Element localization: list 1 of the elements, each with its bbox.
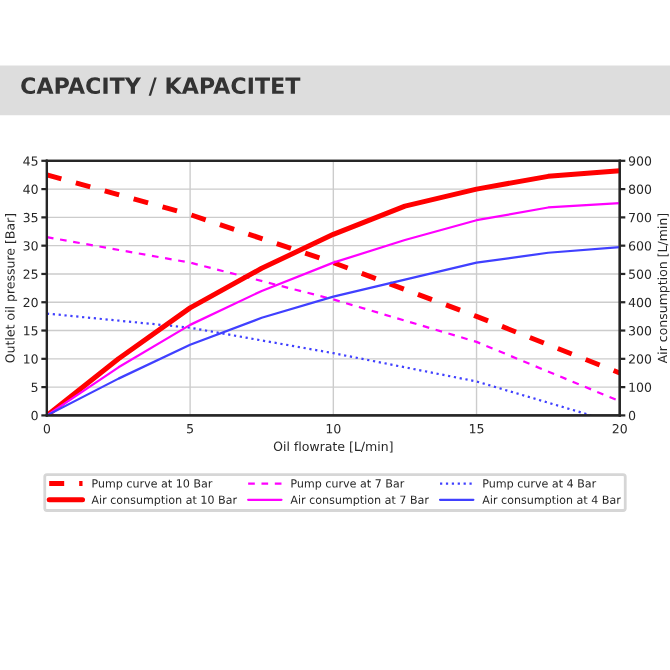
chart-title: CAPACITY / KAPACITET — [21, 77, 301, 96]
